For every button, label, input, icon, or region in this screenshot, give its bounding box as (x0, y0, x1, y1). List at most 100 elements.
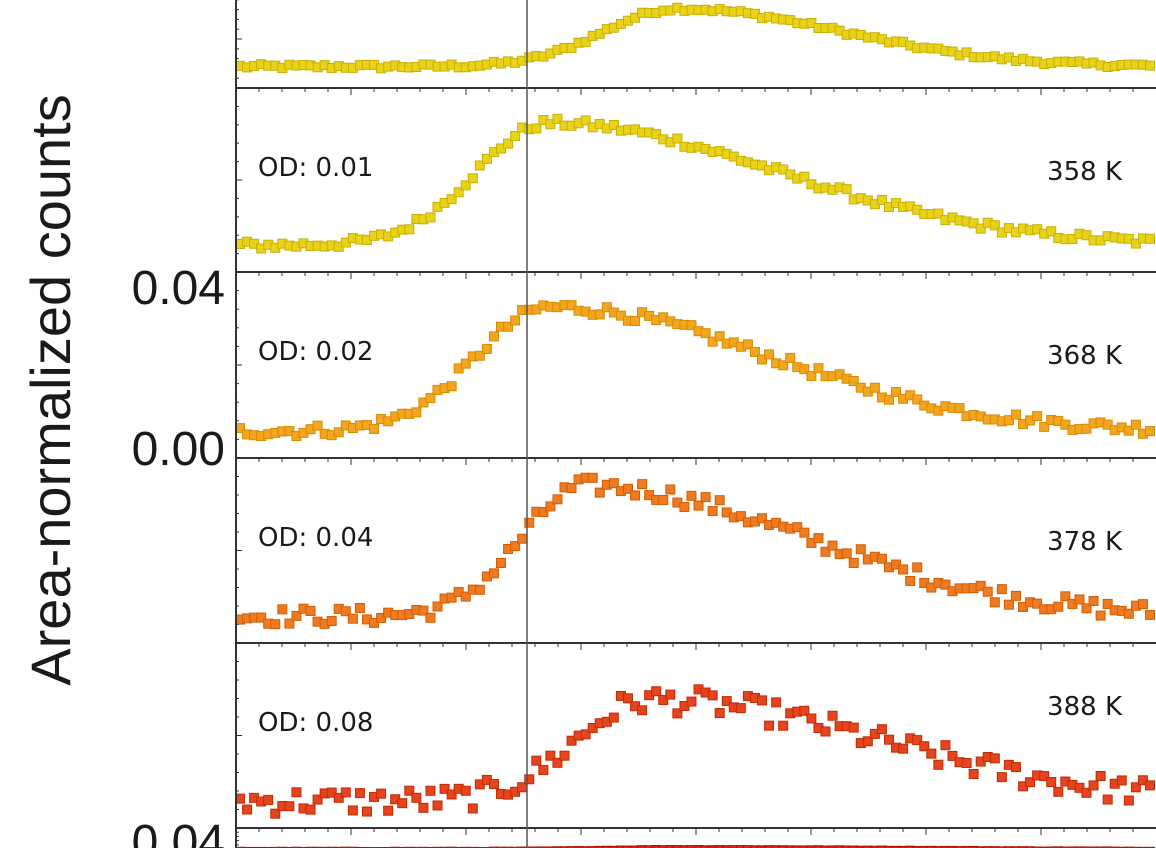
data-point (460, 591, 471, 602)
data-point (778, 164, 789, 175)
y-tick-label-2: 0.00 (132, 423, 225, 476)
data-point (1010, 590, 1021, 601)
data-point (425, 392, 436, 403)
data-point (531, 846, 542, 848)
data-point (912, 394, 923, 405)
data-point (883, 734, 894, 745)
data-point (503, 321, 514, 332)
data-point (996, 584, 1007, 595)
data-point (608, 712, 619, 723)
data-point (869, 382, 880, 393)
data-point (686, 320, 697, 331)
data-point (982, 586, 993, 597)
data-point (566, 483, 577, 494)
data-point (354, 788, 365, 799)
data-point (975, 580, 986, 591)
data-point (700, 492, 711, 503)
data-point (1003, 599, 1014, 610)
data-point (291, 787, 302, 798)
data-point (876, 724, 887, 735)
data-point (1032, 411, 1043, 422)
data-point (510, 131, 521, 142)
data-point (630, 845, 641, 848)
data-point (855, 544, 866, 555)
data-point (883, 394, 894, 405)
data-point (954, 846, 965, 848)
data-point (876, 194, 887, 205)
data-point (1039, 771, 1050, 782)
data-point (644, 845, 655, 848)
panel-6 (235, 827, 1156, 848)
data-point (926, 748, 937, 759)
data-point (891, 845, 902, 848)
od-label: OD: 0.04 (258, 523, 373, 553)
data-point (679, 502, 690, 513)
data-point (340, 606, 351, 617)
data-point (284, 618, 295, 629)
data-point (622, 693, 633, 704)
data-point (608, 120, 619, 131)
data-point (383, 805, 394, 816)
data-point (714, 708, 725, 719)
data-point (1074, 594, 1085, 605)
data-point (615, 310, 626, 321)
data-point (291, 610, 302, 621)
panel-4: OD: 0.04 378 K (235, 457, 1156, 630)
data-point (1025, 846, 1036, 848)
data-point (989, 220, 1000, 231)
data-point (1081, 423, 1092, 434)
panel-5: OD: 0.08 388 K (235, 642, 1156, 819)
data-point (933, 759, 944, 770)
data-point (1010, 762, 1021, 773)
data-point (1095, 610, 1106, 621)
data-point (580, 846, 591, 848)
data-point (531, 123, 542, 134)
data-point (1088, 595, 1099, 606)
data-point (552, 846, 563, 848)
data-point (686, 696, 697, 707)
data-point (1145, 780, 1155, 791)
data-point (742, 845, 753, 848)
data-point (912, 562, 923, 573)
data-point (474, 160, 485, 171)
data-point (284, 801, 295, 812)
data-point (947, 750, 958, 761)
data-point (658, 694, 669, 705)
data-point (721, 845, 732, 848)
data-point (1067, 234, 1078, 245)
data-point (538, 765, 549, 776)
data-point (263, 794, 274, 805)
data-point (1145, 233, 1155, 244)
data-point (912, 846, 923, 848)
data-point (552, 757, 563, 768)
data-point (848, 845, 859, 848)
data-point (559, 750, 570, 761)
data-point (418, 605, 429, 616)
data-point (460, 358, 471, 369)
data-point (679, 845, 690, 848)
data-point (848, 557, 859, 568)
data-point (347, 805, 358, 816)
data-point (305, 605, 316, 616)
data-point (460, 785, 471, 796)
data-point (510, 541, 521, 552)
data-point (404, 785, 415, 796)
data-point (474, 584, 485, 595)
data-point (1060, 419, 1071, 430)
temperature-label: 358 K (1047, 157, 1123, 187)
data-point (446, 789, 457, 800)
data-point (340, 787, 351, 798)
data-point (672, 845, 683, 848)
data-point (876, 845, 887, 848)
data-point (630, 315, 641, 326)
data-point (1067, 846, 1078, 848)
data-point (764, 845, 775, 848)
data-point (615, 845, 626, 848)
data-point (347, 613, 358, 624)
data-point (905, 845, 916, 848)
data-point (813, 363, 824, 374)
data-point (989, 597, 1000, 608)
data-point (326, 787, 337, 798)
data-point (862, 736, 873, 747)
